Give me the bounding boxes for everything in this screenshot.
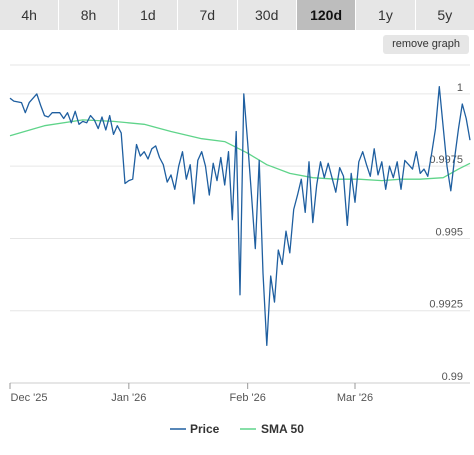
tab-4h[interactable]: 4h xyxy=(0,0,60,30)
x-tick-label: Dec '25 xyxy=(11,392,48,404)
tab-5y[interactable]: 5y xyxy=(415,0,474,30)
x-tick-label: Jan '26 xyxy=(111,392,146,404)
tab-30d[interactable]: 30d xyxy=(237,0,297,30)
legend-label[interactable]: SMA 50 xyxy=(261,422,304,436)
series-line-sma-50 xyxy=(9,119,471,182)
y-tick-label: 0.9925 xyxy=(429,299,463,311)
timeframe-tabs: 4h 8h 1d 7d 30d 120d 1y 5y xyxy=(0,0,474,30)
tab-1y[interactable]: 1y xyxy=(356,0,416,30)
y-tick-label: 0.995 xyxy=(435,226,463,238)
tab-8h[interactable]: 8h xyxy=(59,0,119,30)
y-tick-label: 0.99 xyxy=(442,371,463,383)
remove-graph-button[interactable]: remove graph xyxy=(383,35,469,54)
legend-label[interactable]: Price xyxy=(190,422,220,436)
series-line-price xyxy=(9,86,471,347)
tab-120d[interactable]: 120d xyxy=(296,0,357,30)
x-tick-label: Feb '26 xyxy=(229,392,265,404)
y-tick-label: 1 xyxy=(457,82,463,94)
tab-1d[interactable]: 1d xyxy=(118,0,179,30)
tab-7d[interactable]: 7d xyxy=(178,0,238,30)
x-tick-label: Mar '26 xyxy=(337,392,373,404)
